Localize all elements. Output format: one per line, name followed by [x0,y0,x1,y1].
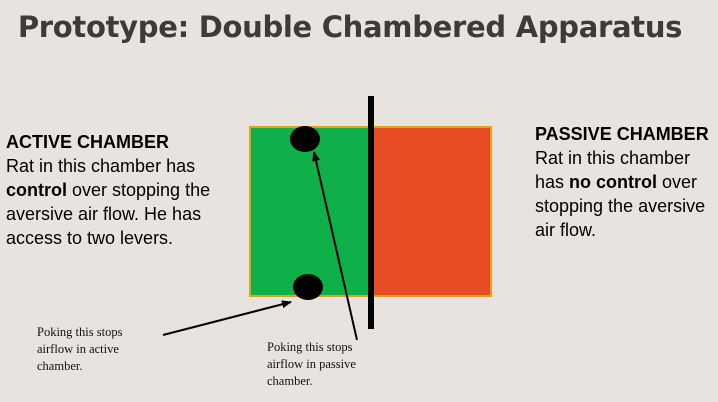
arrow-to-top-lever [312,151,358,341]
page-title: Prototype: Double Chambered Apparatus [17,10,683,44]
active-chamber-heading: ACTIVE CHAMBER [6,132,170,152]
note-active-lever: Poking this stops airflow in active cham… [37,325,123,373]
passive-chamber-heading: PASSIVE CHAMBER [535,124,709,144]
active-chamber-text-2: over stopping the aversive air flow. He … [6,180,211,248]
passive-chamber-text-1: Rat in this chamber has [535,148,691,192]
active-chamber [249,126,372,297]
active-chamber-bold: control [6,180,67,200]
arrow-to-bottom-lever [162,300,292,336]
passive-chamber-bold: no control [569,172,658,192]
top-lever [290,126,320,152]
bottom-lever [293,274,323,300]
passive-chamber-description: PASSIVE CHAMBER Rat in this chamber has … [535,122,715,242]
active-chamber-description: ACTIVE CHAMBER Rat in this chamber has c… [6,130,246,250]
active-chamber-text-1: Rat in this chamber has [6,156,196,176]
passive-chamber-text-2: over stopping the aversive air flow. [535,172,706,240]
passive-chamber [370,126,492,297]
note-passive-lever: Poking this stops airflow in passive cha… [267,340,356,388]
